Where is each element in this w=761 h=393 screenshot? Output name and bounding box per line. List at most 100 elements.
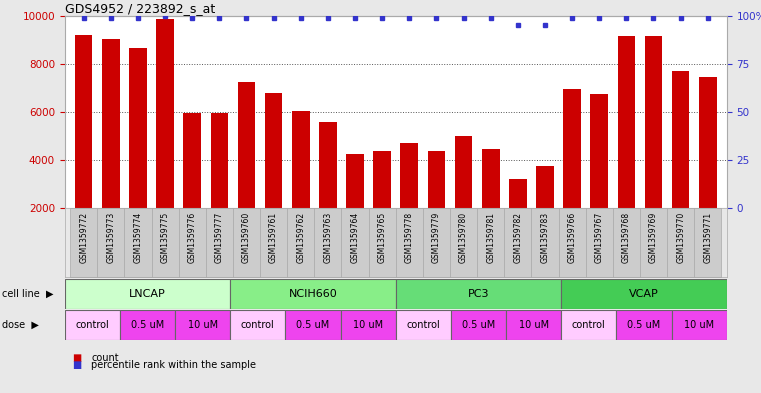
Text: control: control [572,320,606,330]
Bar [237,82,255,256]
Text: GSM1359776: GSM1359776 [188,212,196,263]
Text: 0.5 uM: 0.5 uM [296,320,330,330]
Text: GSM1359768: GSM1359768 [622,212,631,263]
Bar [129,48,147,256]
Text: control: control [406,320,440,330]
Bar [617,36,635,256]
Bar [183,113,201,256]
Bar [102,39,119,256]
Text: 10 uM: 10 uM [353,320,384,330]
Text: GSM1359760: GSM1359760 [242,212,251,263]
Text: GDS4952 / 223892_s_at: GDS4952 / 223892_s_at [65,2,215,15]
Bar [65,279,230,309]
Bar [591,94,608,256]
Bar [400,143,418,256]
Bar [342,208,368,277]
Bar [537,166,554,256]
Text: control: control [241,320,275,330]
Text: 10 uM: 10 uM [187,320,218,330]
Text: count: count [91,353,119,363]
Bar [340,310,396,340]
Bar [396,208,423,277]
Bar [505,208,531,277]
Text: GSM1359771: GSM1359771 [703,212,712,263]
Bar [616,310,671,340]
Text: GSM1359773: GSM1359773 [107,212,116,263]
Bar [124,208,151,277]
Text: GSM1359777: GSM1359777 [215,212,224,263]
Text: 0.5 uM: 0.5 uM [131,320,164,330]
Text: dose  ▶: dose ▶ [2,320,38,330]
Bar [285,310,341,340]
Bar [374,151,391,256]
Bar [65,310,119,340]
Bar [292,111,310,256]
Bar [319,122,336,256]
Text: GSM1359774: GSM1359774 [133,212,142,263]
Bar [205,208,233,277]
Bar [314,208,342,277]
Bar [451,310,506,340]
Text: percentile rank within the sample: percentile rank within the sample [91,360,256,371]
Bar [561,279,727,309]
Bar [156,19,174,256]
Text: GSM1359765: GSM1359765 [377,212,387,263]
Text: GSM1359762: GSM1359762 [296,212,305,263]
Bar [119,310,175,340]
Bar [260,208,287,277]
Text: GSM1359775: GSM1359775 [161,212,170,263]
Bar [455,136,473,256]
Text: GSM1359779: GSM1359779 [432,212,441,263]
Text: GSM1359766: GSM1359766 [568,212,577,263]
Bar [561,310,616,340]
Text: LNCAP: LNCAP [129,289,166,299]
Bar [586,208,613,277]
Text: NCIH660: NCIH660 [288,289,337,299]
Text: 10 uM: 10 uM [684,320,715,330]
Text: cell line  ▶: cell line ▶ [2,289,53,299]
Text: GSM1359763: GSM1359763 [323,212,333,263]
Bar [477,208,505,277]
Text: GSM1359764: GSM1359764 [351,212,359,263]
Bar [563,89,581,256]
Text: GSM1359772: GSM1359772 [79,212,88,263]
Text: VCAP: VCAP [629,289,659,299]
Text: GSM1359783: GSM1359783 [540,212,549,263]
Text: PC3: PC3 [468,289,489,299]
Text: GSM1359761: GSM1359761 [269,212,278,263]
Bar [175,310,230,340]
Bar [287,208,314,277]
Bar [640,208,667,277]
Text: GSM1359770: GSM1359770 [676,212,685,263]
Text: GSM1359778: GSM1359778 [405,212,414,263]
Bar [506,310,561,340]
Bar [230,310,285,340]
Bar [368,208,396,277]
Bar [396,279,561,309]
Bar [151,208,179,277]
Text: ■: ■ [72,353,81,363]
Bar [667,208,694,277]
Text: GSM1359780: GSM1359780 [459,212,468,263]
Bar [211,113,228,256]
Bar [97,208,124,277]
Text: 0.5 uM: 0.5 uM [627,320,661,330]
Bar [559,208,586,277]
Bar [671,310,727,340]
Text: GSM1359781: GSM1359781 [486,212,495,263]
Bar [396,310,451,340]
Bar [613,208,640,277]
Bar [509,179,527,256]
Text: GSM1359767: GSM1359767 [595,212,603,263]
Bar [265,93,282,256]
Bar [450,208,477,277]
Bar [699,77,717,256]
Bar [694,208,721,277]
Text: GSM1359769: GSM1359769 [649,212,658,263]
Bar [230,279,396,309]
Bar [672,71,689,256]
Text: ■: ■ [72,360,81,371]
Bar [179,208,205,277]
Text: control: control [75,320,109,330]
Text: 0.5 uM: 0.5 uM [462,320,495,330]
